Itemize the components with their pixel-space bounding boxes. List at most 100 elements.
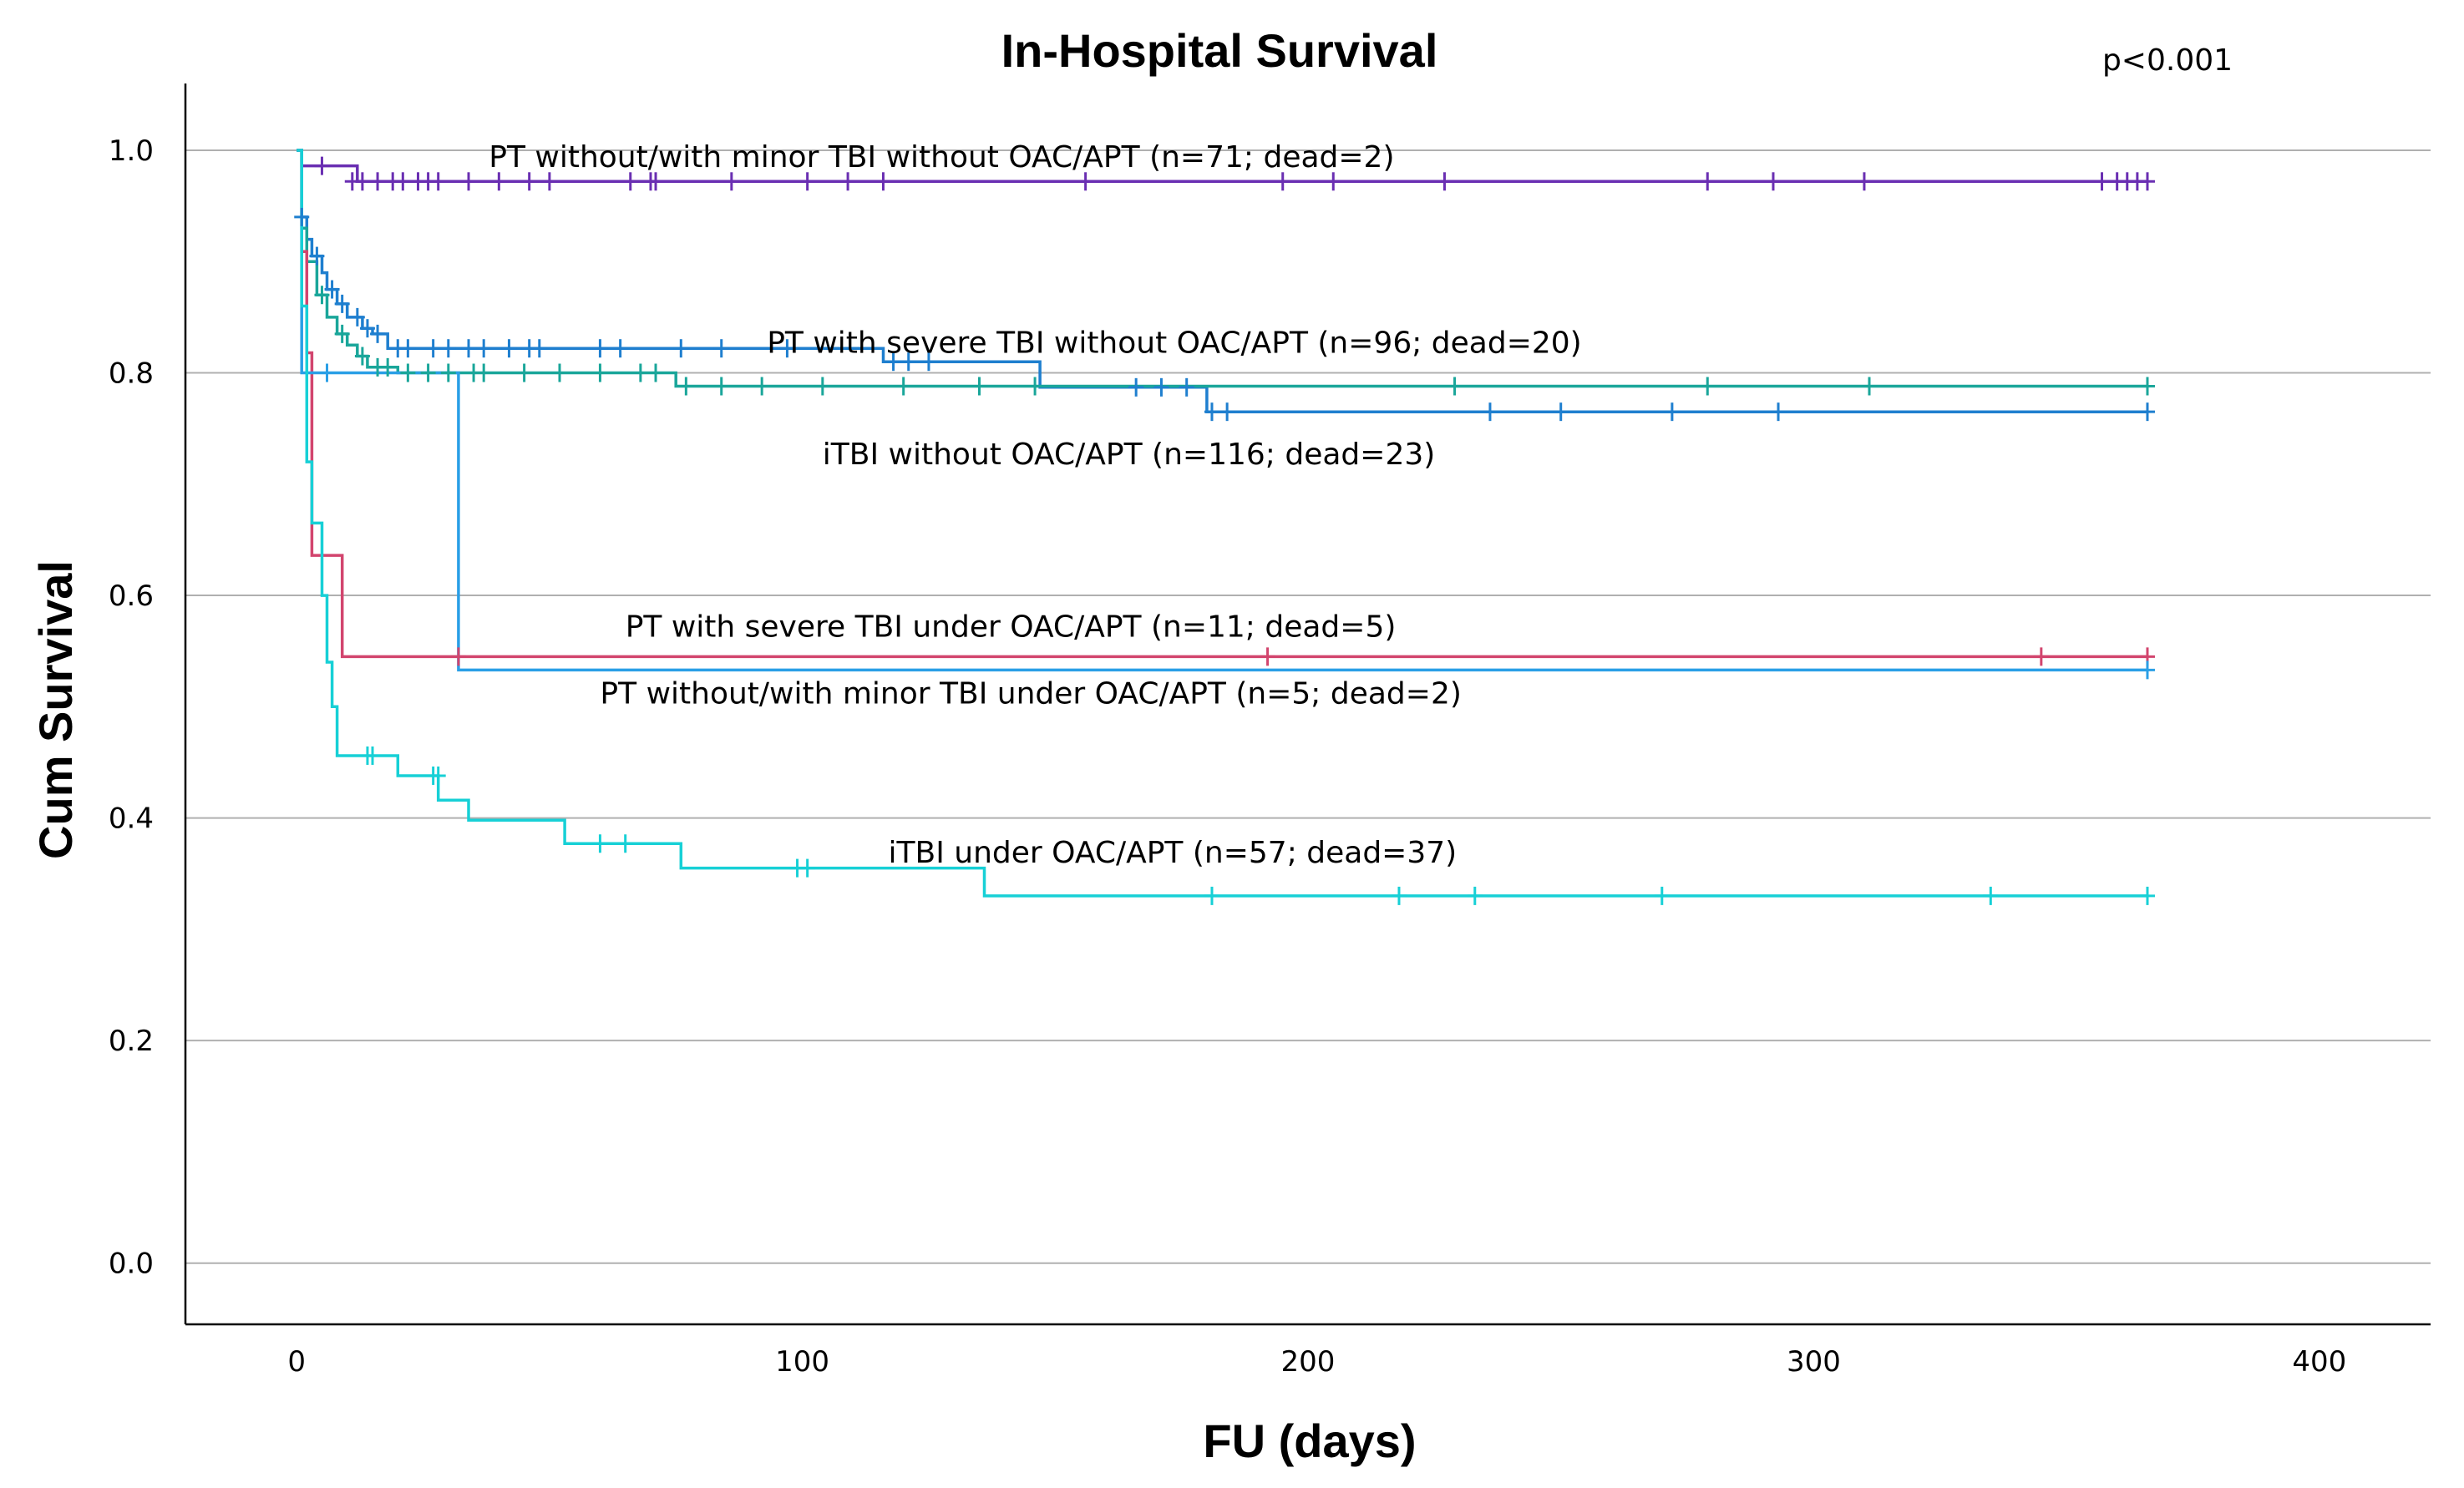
y-tick-label: 0.4 [109,802,154,836]
chart-title: In-Hospital Survival [1001,24,1438,77]
censor-mark [491,172,507,191]
censor-mark [2139,377,2155,396]
censor-mark [1391,886,1407,905]
censor-mark [319,363,335,382]
censor-mark [895,377,911,396]
censor-mark [779,339,795,358]
censor-mark [314,286,330,305]
censor-mark [799,172,815,191]
censor-mark [1664,402,1680,422]
censor-mark [440,339,456,358]
censor-mark [450,647,466,666]
x-tick-label: 200 [1281,1345,1336,1379]
series-label-4: PT with severe TBI under OAC/APT (n=11; … [626,610,1397,644]
survival-curve-2 [297,149,2147,413]
p-value-label: p<0.001 [2102,43,2233,78]
censor-mark [885,352,901,372]
y-tick-label: 1.0 [109,134,154,168]
censor-mark [1856,172,1872,191]
censor-mark [799,858,815,878]
censor-mark [309,246,325,266]
censor-mark [516,363,532,382]
censor-mark [334,294,350,313]
y-tick-label: 0.6 [109,580,154,613]
series-label-2: PT with severe TBI without OAC/APT (n=96… [767,326,1582,361]
series-label-3: iTBI without OAC/APT (n=116; dead=23) [823,438,1436,472]
censor-mark [420,363,436,382]
censor-mark [400,339,416,358]
censor-mark [592,834,608,853]
axes [184,84,2431,1326]
censor-mark [1275,172,1290,191]
censor-mark [1862,377,1877,396]
censor-mark [1654,886,1670,905]
censor-mark [1700,377,1716,396]
censor-mark [2139,172,2155,191]
censor-mark [349,307,365,326]
censor-mark [334,324,350,343]
censor-mark [713,377,729,396]
censor-mark [814,377,830,396]
censor-mark [354,347,370,366]
censor-mark [552,363,567,382]
series-label-5: PT without/with minor TBI under OAC/APT … [600,676,1461,711]
censor-mark [1153,377,1169,397]
censor-mark [617,834,633,853]
censor-mark [294,207,310,226]
censor-mark [370,324,386,343]
censor-mark [673,339,689,358]
censor-mark [2033,647,2049,666]
censor-mark [521,172,537,191]
censor-mark [430,172,446,191]
censor-mark [1204,402,1219,422]
censor-mark [430,766,446,785]
series-labels: PT without/with minor TBI without OAC/AP… [489,140,1581,870]
censor-mark [461,339,477,358]
censor-mark [2139,402,2155,422]
censor-mark [501,339,517,358]
censor-mark [354,172,370,191]
censor-mark [380,357,396,377]
censor-mark [920,352,936,372]
y-axis-label: Cum Survival [29,560,82,859]
censor-mark [592,363,608,382]
censor-mark [1027,377,1043,396]
tick-labels: 0.0 0.2 0.4 0.6 0.8 1.0 0 100 200 300 400 [109,134,2346,1379]
censor-mark [1179,377,1194,397]
censor-mark [1326,172,1341,191]
censor-mark [1983,886,1999,905]
censor-mark [754,377,770,396]
censor-mark [1260,647,1275,666]
censor-mark [370,172,386,191]
censor-mark [713,339,729,358]
censor-mark [723,172,739,191]
censor-mark [632,363,648,382]
censor-mark [875,172,891,191]
x-tick-label: 0 [287,1345,306,1379]
censor-mark [678,377,694,396]
series-label-6: iTBI under OAC/APT (n=57; dead=37) [889,836,1458,870]
censor-mark [400,363,416,382]
censor-mark [1447,377,1463,396]
censor-mark [395,172,411,191]
censor-mark [1219,402,1235,422]
series-label-1: PT without/with minor TBI without OAC/AP… [489,140,1394,175]
censor-mark [1128,377,1144,397]
censor-mark [476,363,492,382]
censor-mark [971,377,987,396]
censor-mark [1437,172,1453,191]
x-axis-label: FU (days) [1203,1415,1416,1467]
censor-mark [541,172,557,191]
y-tick-label: 0.8 [109,357,154,391]
censor-mark [440,363,456,382]
censor-mark [365,746,380,765]
censor-mark [1765,172,1781,191]
censor-mark [461,172,477,191]
censor-mark [1467,886,1483,905]
x-tick-label: 300 [1787,1345,1841,1379]
censor-mark [648,363,664,382]
censor-mark [1553,402,1569,422]
censor-mark [2139,660,2155,680]
censor-mark [840,172,856,191]
